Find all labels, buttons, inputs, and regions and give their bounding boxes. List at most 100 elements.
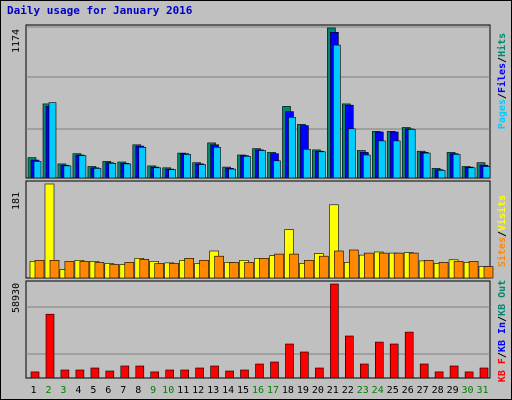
x-tick-label-day-1: 1 (30, 385, 36, 396)
kbytes-legend-item-4: KB Out (497, 280, 508, 316)
visits-bar-sites-day-10 (169, 263, 179, 279)
x-tick-label-day-7: 7 (120, 385, 126, 396)
x-tick-label-day-20: 20 (312, 385, 324, 396)
hits-bar-pages-day-12 (198, 164, 206, 179)
visits-bar-sites-day-23 (363, 252, 374, 279)
visits-bar-sites-day-26 (408, 252, 419, 279)
kbytes-bar-kb-f-day-30 (464, 371, 474, 379)
x-tick-label-day-6: 6 (105, 385, 111, 396)
visits-bar-sites-day-15 (244, 262, 254, 279)
x-tick-label-day-2: 2 (45, 385, 51, 396)
visits-bar-sites-day-1 (34, 259, 45, 279)
visits-bar-sites-day-5 (94, 262, 105, 279)
hits-legend: Pages/Files/Hits (496, 33, 508, 129)
visits-bar-sites-day-11 (184, 257, 194, 279)
kbytes-bar-kb-f-day-4 (75, 369, 85, 379)
hits-bar-pages-day-16 (258, 150, 266, 179)
hits-ymax-label: 1174 (11, 29, 22, 53)
hits-bar-pages-day-13 (213, 147, 221, 179)
visits-legend-item-0: Sites (496, 237, 508, 267)
visits-bar-sites-day-9 (154, 263, 164, 279)
kbytes-legend-item-0: KB F (497, 358, 508, 382)
hits-bar-pages-day-9 (153, 167, 161, 179)
kbytes-bar-kb-f-day-14 (225, 370, 234, 379)
visits-bar-sites-day-24 (378, 252, 389, 279)
visits-bar-sites-day-3 (64, 261, 75, 279)
visits-bar-sites-day-7 (124, 262, 135, 279)
visits-bar-sites-day-14 (229, 262, 239, 279)
x-tick-label-day-5: 5 (90, 385, 96, 396)
hits-bar-pages-day-14 (228, 168, 236, 179)
hits-bar-pages-day-6 (108, 163, 117, 179)
kbytes-bar-kb-f-day-7 (120, 365, 130, 379)
x-tick-label-day-25: 25 (387, 385, 399, 396)
visits-bar-sites-day-2 (49, 259, 60, 279)
hits-bar-pages-day-28 (437, 170, 446, 179)
kbytes-bar-kb-f-day-13 (210, 365, 219, 379)
x-tick-label-day-9: 9 (150, 385, 156, 396)
visits-bar-sites-day-12 (199, 259, 209, 279)
x-tick-label-day-26: 26 (402, 385, 414, 396)
kbytes-legend: KB F/KB In/KB Out (497, 280, 508, 382)
kbytes-bar-kb-f-day-8 (135, 365, 145, 379)
hits-bar-pages-day-29 (452, 154, 461, 179)
visits-bar-sites-day-4 (79, 261, 90, 279)
visits-bar-sites-day-6 (109, 264, 120, 279)
kbytes-bar-kb-f-day-16 (255, 363, 264, 379)
hits-bar-pages-day-18 (288, 117, 296, 179)
hits-bar-pages-day-10 (168, 169, 176, 179)
kbytes-bar-kb-f-day-5 (90, 367, 100, 379)
kbytes-bar-kb-f-day-22 (344, 335, 354, 379)
hits-bar-pages-day-5 (93, 168, 102, 179)
visits-bar-sites-day-19 (304, 259, 314, 279)
kbytes-bar-kb-f-day-23 (359, 363, 369, 379)
visits-bar-sites-day-30 (468, 261, 479, 279)
x-tick-label-day-31: 31 (476, 385, 488, 396)
kbytes-bar-kb-f-day-6 (105, 370, 115, 379)
visits-bar-sites-day-22 (348, 249, 359, 279)
hits-legend-item-1: / (497, 93, 508, 99)
x-tick-label-day-23: 23 (357, 385, 369, 396)
kbytes-bar-kb-f-day-17 (270, 361, 279, 379)
visits-legend: Sites/Visits (496, 195, 508, 267)
hits-bar-pages-day-15 (243, 156, 251, 179)
kbytes-bar-kb-f-day-27 (419, 363, 429, 379)
x-tick-label-day-14: 14 (222, 385, 234, 396)
x-tick-label-day-8: 8 (135, 385, 141, 396)
kbytes-bar-kb-f-day-15 (240, 369, 249, 379)
kbytes-bar-kb-f-day-20 (315, 367, 324, 379)
kbytes-bar-kb-f-day-3 (60, 369, 70, 379)
visits-bar-sites-day-25 (393, 252, 404, 279)
hits-legend-item-4: Hits (496, 33, 508, 57)
kbytes-bar-kb-f-day-31 (479, 367, 489, 379)
x-tick-label-day-29: 29 (447, 385, 459, 396)
hits-bar-pages-day-17 (273, 160, 281, 179)
visits-bar-visits-day-2 (44, 183, 55, 279)
x-tick-label-day-4: 4 (75, 385, 81, 396)
visits-bar-sites-day-17 (274, 253, 284, 279)
kbytes-bar-kb-f-day-18 (285, 343, 294, 379)
kbytes-bar-kb-f-day-25 (389, 343, 399, 379)
x-tick-label-day-19: 19 (297, 385, 309, 396)
hits-bar-pages-day-23 (362, 154, 371, 179)
visits-legend-item-2: Visits (496, 195, 508, 231)
x-tick-label-day-21: 21 (327, 385, 339, 396)
hits-bar-pages-day-31 (482, 166, 491, 179)
kbytes-bar-kb-f-day-21 (330, 283, 339, 379)
hits-legend-item-3: / (497, 57, 508, 63)
x-tick-label-day-11: 11 (177, 385, 189, 396)
kbytes-bar-kb-f-day-29 (449, 365, 459, 379)
visits-bar-sites-day-20 (319, 255, 329, 279)
kbytes-bar-kb-f-day-10 (165, 369, 174, 379)
hits-bar-pages-day-20 (318, 151, 326, 179)
visits-bar-sites-day-27 (423, 259, 434, 279)
kbytes-legend-item-1: / (497, 352, 508, 358)
x-tick-label-day-15: 15 (237, 385, 249, 396)
kbytes-bar-kb-f-day-9 (150, 371, 159, 379)
kbytes-bar-kb-f-day-12 (195, 367, 204, 379)
hits-bar-pages-day-3 (63, 165, 72, 179)
kbytes-ymax-label: 58930 (11, 283, 22, 313)
hits-bar-pages-day-22 (347, 128, 356, 179)
x-tick-label-day-27: 27 (417, 385, 429, 396)
